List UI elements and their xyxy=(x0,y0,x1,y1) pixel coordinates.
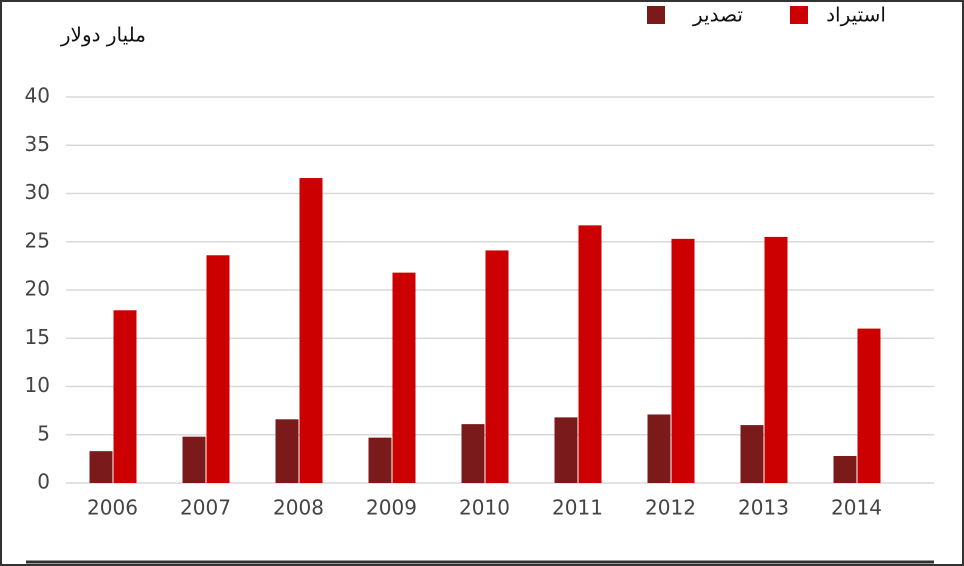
y-tick-label: 10 xyxy=(25,373,50,397)
bar xyxy=(740,425,764,483)
bar xyxy=(299,178,323,483)
y-unit-label: ملیار دولار xyxy=(60,23,146,47)
y-tick-label: 15 xyxy=(25,325,50,349)
bar xyxy=(647,414,671,483)
bar xyxy=(275,419,299,483)
bar xyxy=(485,250,509,483)
x-tick-label: 2012 xyxy=(645,496,696,520)
x-tick-label: 2011 xyxy=(552,496,603,520)
y-tick-label: 30 xyxy=(25,180,50,204)
y-tick-label: 20 xyxy=(25,277,50,301)
x-tick-label: 2008 xyxy=(273,496,324,520)
y-tick-label: 40 xyxy=(25,84,50,108)
y-tick-label: 0 xyxy=(37,470,50,494)
bar xyxy=(833,455,857,483)
bar xyxy=(368,437,392,483)
x-tick-label: 2013 xyxy=(738,496,789,520)
bar xyxy=(461,424,485,483)
bar xyxy=(764,236,788,483)
bar xyxy=(578,225,602,483)
legend-swatch xyxy=(647,6,665,24)
bar xyxy=(182,436,206,483)
bar xyxy=(857,328,881,483)
y-tick-label: 25 xyxy=(25,228,50,252)
legend-swatch xyxy=(790,6,808,24)
bar xyxy=(206,255,230,483)
bar xyxy=(671,238,695,483)
bar xyxy=(89,451,113,483)
x-tick-label: 2007 xyxy=(180,496,231,520)
y-tick-label: 5 xyxy=(37,421,50,445)
x-tick-label: 2006 xyxy=(87,496,138,520)
legend-label: تصدیر xyxy=(692,3,743,27)
bar xyxy=(392,272,416,483)
bar xyxy=(113,310,137,483)
x-tick-label: 2009 xyxy=(366,496,417,520)
legend-label: استیراد xyxy=(826,3,886,27)
y-tick-label: 35 xyxy=(25,132,50,156)
x-tick-label: 2010 xyxy=(459,496,510,520)
x-tick-label: 2014 xyxy=(831,496,882,520)
bar xyxy=(554,417,578,483)
